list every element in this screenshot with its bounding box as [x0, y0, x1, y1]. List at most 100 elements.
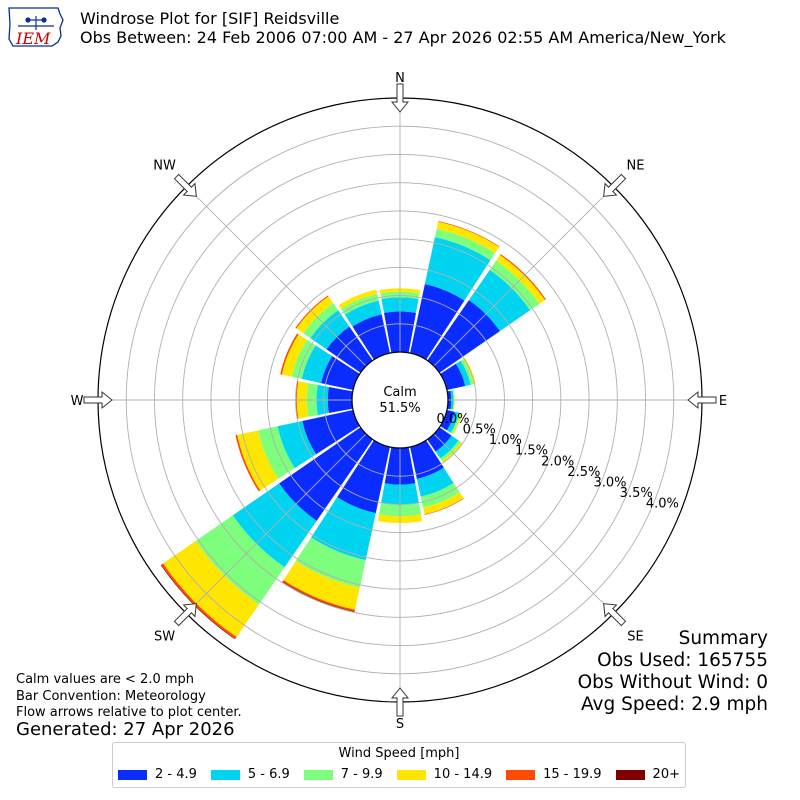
legend-label: 10 - 14.9 [433, 767, 493, 782]
compass-label-ne: NE [626, 159, 644, 174]
legend-swatch [210, 769, 240, 780]
legend-swatch [396, 769, 426, 780]
bar-wsw-4 [235, 434, 261, 492]
ring-label-1: 0.5% [463, 423, 496, 438]
bar-ssw-4 [282, 580, 356, 612]
iem-logo: IEM [8, 7, 64, 48]
bar-ssw-2 [295, 537, 366, 588]
flow-arrow-6 [83, 390, 113, 410]
compass-label-nw: NW [153, 159, 176, 174]
calm-disk [351, 351, 449, 449]
avg-speed: Avg Speed: 2.9 mph [580, 694, 768, 715]
compass-label-w: W [71, 394, 84, 409]
bar-sse-1 [416, 467, 454, 497]
ring-label-8: 4.0% [646, 497, 679, 512]
bar-e-2 [452, 390, 455, 410]
legend-label: 2 - 4.9 [155, 767, 197, 782]
calm-value: 51.5% [379, 401, 420, 416]
flow-arrow-0 [390, 83, 410, 113]
bar-wsw-1 [277, 420, 317, 469]
flow-arrow-note: Flow arrows relative to plot center. [16, 705, 242, 720]
notes-block: Calm values are < 2.0 mph Bar Convention… [16, 672, 242, 722]
flow-arrow-icon [173, 173, 197, 197]
obs-used: Obs Used: 165755 [597, 650, 768, 671]
weather-station-icon [18, 16, 54, 30]
flow-arrow-icon [687, 390, 717, 410]
compass-label-sw: SW [154, 629, 175, 644]
bar-nne-0 [410, 284, 465, 360]
flow-arrow-3 [603, 603, 627, 627]
logo-text: IEM [15, 29, 51, 48]
legend-item: 15 - 19.9 [506, 767, 602, 782]
iowa-outline [8, 7, 64, 47]
bar-nnw-2 [341, 294, 379, 315]
ring-label-6: 3.0% [594, 475, 627, 490]
chart-subtitle: Obs Between: 24 Feb 2006 07:00 AM - 27 A… [80, 28, 726, 47]
compass-label-e: E [719, 394, 727, 409]
ring-label-3: 1.5% [515, 444, 548, 459]
bar-wnw-4 [280, 333, 299, 375]
bar-ssw-3 [283, 561, 360, 610]
flow-arrow-icon [603, 603, 627, 627]
flow-arrow-icon [173, 603, 197, 627]
bar-nne-3 [436, 221, 500, 254]
bar-sse-3 [423, 492, 464, 515]
grid-spoke-5 [186, 433, 367, 614]
ring-label-2: 1.0% [489, 433, 522, 448]
legend-item: 5 - 6.9 [210, 767, 290, 782]
bar-wnw-1 [301, 345, 333, 384]
grid-spoke-7 [186, 186, 367, 367]
bar-ssw-1 [311, 497, 376, 561]
legend-swatch [506, 769, 536, 780]
bar-wsw-3 [237, 430, 279, 491]
bar-ese-0 [440, 410, 455, 431]
flow-arrow-icon [390, 83, 410, 113]
ring-label-5: 2.5% [567, 465, 600, 480]
bar-nne-1 [424, 237, 491, 301]
bar-ese-3 [452, 413, 462, 435]
ring-labels: 0.0%0.5%1.0%1.5%2.0%2.5%3.0%3.5%4.0% [437, 412, 679, 512]
chart-title: Windrose Plot for [SIF] Reidsville [80, 9, 340, 28]
ring-label-7: 3.5% [620, 486, 653, 501]
legend-label: 5 - 6.9 [247, 767, 290, 782]
bar-e-3 [453, 390, 455, 410]
legend-swatch [615, 769, 645, 780]
legend-label: 7 - 9.9 [340, 767, 383, 782]
grid-spoke-3 [433, 433, 614, 614]
ring-label-0: 0.0% [437, 412, 470, 427]
legend-item: 2 - 4.9 [118, 767, 197, 782]
flow-arrow-1 [603, 173, 627, 197]
bar-wsw-2 [258, 426, 295, 479]
grid-spoke-1 [433, 186, 614, 367]
legend-item: 10 - 14.9 [396, 767, 493, 782]
bar-sse-2 [420, 482, 460, 508]
bar-ene-0 [440, 363, 466, 390]
bar-nne-2 [434, 228, 496, 261]
bar-ene-2 [460, 359, 474, 385]
legend-title: Wind Speed [mph] [338, 746, 460, 761]
compass-labels: N NE E SE S SW W NW [71, 71, 728, 732]
bar-convention-note: Bar Convention: Meteorology [16, 688, 206, 704]
bar-ene-1 [455, 360, 471, 387]
title-block: Windrose Plot for [SIF] Reidsville Obs B… [80, 9, 726, 47]
flow-arrow-7 [173, 173, 197, 197]
legend-label: 20+ [652, 767, 680, 782]
summary-heading: Summary [678, 628, 768, 649]
bar-wnw-3 [281, 334, 308, 377]
bar-wnw-0 [321, 356, 360, 390]
calm-label: Calm [383, 385, 416, 400]
legend-label: 15 - 19.9 [543, 767, 602, 782]
bar-nnw-0 [352, 314, 390, 360]
calm-circle [351, 351, 449, 449]
compass-label-s: S [396, 717, 404, 732]
flow-arrow-icon [390, 687, 410, 717]
bar-ese-1 [446, 411, 460, 433]
compass-label-n: N [395, 71, 405, 86]
bar-ese-2 [450, 412, 461, 434]
calm-note: Calm values are < 2.0 mph [16, 672, 195, 687]
flow-arrow-2 [687, 390, 717, 410]
flow-arrow-5 [173, 603, 197, 627]
flow-arrows [83, 83, 717, 717]
legend-item: 20+ [615, 767, 680, 782]
generated-date: Generated: 27 Apr 2026 [16, 719, 235, 740]
